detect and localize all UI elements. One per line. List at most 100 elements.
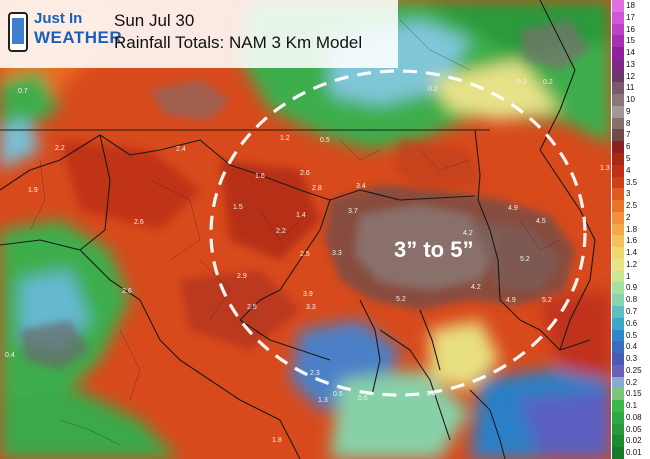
rainfall-value-label: 1.9 [28, 187, 38, 194]
legend-swatch [612, 176, 624, 189]
rainfall-value-label: 0.5 [333, 391, 343, 398]
legend-swatch [612, 94, 624, 106]
legend-row: 0.01 [611, 447, 650, 459]
legend-row: 0.2 [611, 376, 650, 389]
legend-swatch [612, 282, 624, 295]
legend-row: 1.6 [611, 235, 650, 248]
rainfall-value-label: 5.2 [542, 297, 552, 304]
legend-label: 4 [626, 165, 631, 175]
legend-swatch [612, 235, 624, 248]
legend-swatch [612, 105, 624, 118]
legend-label: 2 [626, 212, 631, 222]
legend-swatch [612, 270, 624, 283]
legend-row: 1 [611, 270, 650, 283]
rainfall-value-label: 3.4 [356, 183, 366, 190]
rainfall-value-label: 1.3 [600, 165, 610, 172]
legend-swatch [612, 11, 624, 24]
legend-swatch [612, 211, 624, 224]
rainfall-value-label: 1.8 [272, 437, 282, 444]
rainfall-value-label: 4.2 [463, 230, 473, 237]
legend-swatch [612, 247, 624, 259]
legend-row: 3.5 [611, 176, 650, 189]
rainfall-value-label: 4.2 [471, 284, 481, 291]
rainfall-value-label: 1.2 [280, 135, 290, 142]
legend-swatch [612, 294, 624, 306]
legend-label: 3.5 [626, 177, 638, 187]
legend-swatch [612, 376, 624, 389]
legend-label: 14 [626, 48, 635, 58]
legend-label: 1.8 [626, 224, 638, 234]
legend-label: 0.8 [626, 295, 638, 305]
legend-swatch [612, 35, 624, 48]
legend-row: 1.8 [611, 223, 650, 236]
legend-row: 0.02 [611, 435, 650, 448]
legend-swatch [612, 23, 624, 36]
legend-swatch [612, 317, 624, 330]
legend-label: 0.01 [626, 448, 642, 458]
legend-label: 0.4 [626, 342, 638, 352]
legend-swatch [612, 400, 624, 412]
rainfall-value-label: 5.2 [396, 296, 406, 303]
legend-row: 0.9 [611, 282, 650, 295]
legend-swatch [612, 164, 624, 177]
legend-label: 1 [626, 271, 631, 281]
legend-label: 0.6 [626, 318, 638, 328]
legend-swatch [612, 411, 624, 424]
forecast-title: Rainfall Totals: NAM 3 Km Model [114, 33, 363, 52]
legend-swatch [612, 153, 624, 165]
legend-label: 1.4 [626, 248, 638, 258]
legend-label: 2.5 [626, 201, 638, 211]
just-in-weather-logo: Just In WEATHER [4, 4, 122, 64]
legend-swatch [612, 435, 624, 448]
legend-row: 2.5 [611, 200, 650, 212]
rainfall-value-label: 0.2 [517, 79, 527, 86]
rainfall-value-label: 0.4 [5, 352, 15, 359]
legend-row: 10 [611, 94, 650, 106]
legend-row: 0.3 [611, 353, 650, 365]
legend-row: 18 [611, 0, 650, 12]
legend-label: 16 [626, 24, 635, 34]
header-panel: Just In WEATHER Sun Jul 30 Rainfall Tota… [0, 0, 398, 68]
legend-swatch [612, 364, 624, 377]
rainfall-value-label: 4.9 [508, 205, 518, 212]
legend-swatch [612, 223, 624, 236]
legend-row: 12 [611, 70, 650, 83]
legend-row: 0.8 [611, 294, 650, 306]
legend-row: 9 [611, 105, 650, 118]
legend-label: 12 [626, 71, 635, 81]
rainfall-value-label: 0.2 [428, 86, 438, 93]
legend-swatch [612, 58, 624, 71]
legend-label: 11 [626, 83, 635, 93]
logo-text-line1: Just In [34, 10, 83, 27]
legend-label: 7 [626, 130, 631, 140]
legend-label: 10 [626, 95, 635, 105]
legend-label: 0.5 [626, 330, 638, 340]
rainfall-value-label: 2.6 [122, 288, 132, 295]
rainfall-range-annotation: 3” to 5” [394, 237, 474, 262]
legend-swatch [612, 388, 624, 401]
legend-label: 0.05 [626, 424, 642, 434]
legend-label: 1.2 [626, 259, 638, 269]
legend-label: 0.15 [626, 389, 642, 399]
legend-row: 0.5 [611, 329, 650, 342]
legend-swatch [612, 306, 624, 318]
legend-swatch [612, 117, 624, 130]
legend-row: 15 [611, 35, 650, 48]
rainfall-value-label: 3.3 [306, 304, 316, 311]
rainfall-value-label: 1.5 [233, 204, 243, 211]
legend-row: 0.1 [611, 400, 650, 412]
rainfall-value-label: 2.8 [312, 185, 322, 192]
rainfall-value-label: 4.9 [506, 297, 516, 304]
rainfall-value-label: 0.2 [543, 79, 553, 86]
rainfall-value-label: 1.4 [426, 391, 436, 398]
legend-swatch [612, 447, 624, 459]
legend-row: 0.25 [611, 364, 650, 377]
legend-row: 16 [611, 23, 650, 36]
rainfall-value-label: 2.2 [55, 145, 65, 152]
legend-swatch [612, 129, 624, 142]
legend-row: 0.4 [611, 341, 650, 354]
legend-row: 14 [611, 47, 650, 59]
rainfall-value-label: 1.4 [296, 212, 306, 219]
rainfall-value-label: 2.6 [300, 170, 310, 177]
